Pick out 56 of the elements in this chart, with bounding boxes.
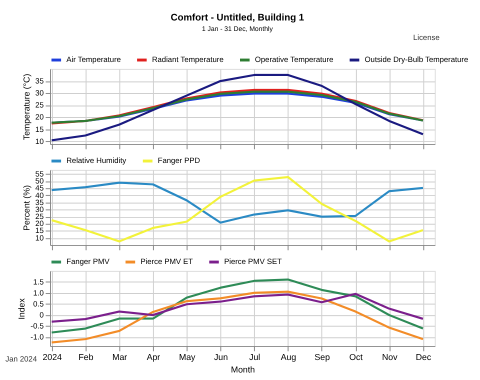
line-series bbox=[50, 74, 424, 142]
legend-label: Relative Humidity bbox=[66, 156, 126, 165]
y-tick-label: 10 bbox=[35, 233, 44, 242]
y-tick-label: 0.5 bbox=[33, 299, 44, 308]
x-tick-label: Aug bbox=[280, 352, 296, 362]
y-tick-label: 25 bbox=[35, 212, 44, 222]
text: License bbox=[413, 33, 440, 42]
y-tick-label: 15 bbox=[35, 226, 44, 236]
y-tick-label: 10 bbox=[35, 136, 44, 146]
y-tick-label: 0 bbox=[39, 310, 44, 320]
x-tick-label: Apr bbox=[146, 352, 160, 362]
chart-title: Comfort - Untitled, Building 1 bbox=[170, 12, 305, 24]
x-tick-label: May bbox=[179, 352, 196, 362]
y-tick-label: 50 bbox=[35, 176, 44, 186]
y-tick-label: 1.5 bbox=[33, 277, 44, 286]
x-tick-label: Feb bbox=[78, 352, 94, 362]
legend-label: Air Temperature bbox=[66, 54, 121, 64]
y-tick-label: 40 bbox=[35, 190, 44, 200]
y-tick-label: 20 bbox=[35, 219, 44, 228]
legend-label: Fanger PPD bbox=[158, 156, 201, 165]
y-tick-label: -0.5 bbox=[30, 322, 44, 331]
x-tick-label: 2024 bbox=[42, 352, 62, 362]
y-axis-title: Percent (%) bbox=[21, 185, 32, 231]
line-series bbox=[50, 176, 424, 242]
y-axis-title: Temperature (°C) bbox=[21, 74, 32, 140]
y-tick-label: 55 bbox=[35, 170, 44, 179]
y-tick-label: 30 bbox=[35, 204, 44, 214]
y-tick-label: 30 bbox=[35, 88, 44, 98]
legend-label: Pierce PMV ET bbox=[140, 256, 194, 266]
y-tick-label: 35 bbox=[35, 76, 44, 86]
line-series bbox=[50, 292, 424, 323]
line-series bbox=[50, 290, 424, 344]
text: Jan 2024 bbox=[5, 354, 38, 364]
x-tick-label: Jun bbox=[214, 352, 228, 362]
x-tick-label: Sep bbox=[314, 352, 330, 362]
y-tick-label: 35 bbox=[35, 198, 44, 207]
line-series bbox=[50, 182, 424, 224]
line-series bbox=[50, 278, 424, 334]
y-tick-label: -1.0 bbox=[30, 332, 44, 342]
y-axis-title: Index bbox=[16, 298, 27, 320]
legend-label: Radiant Temperature bbox=[152, 54, 224, 64]
y-tick-label: 15 bbox=[35, 124, 44, 134]
y-tick-label: 1.0 bbox=[33, 288, 44, 298]
x-tick-label: Mar bbox=[112, 352, 128, 362]
x-axis-title: Month bbox=[230, 364, 256, 374]
x-tick-label: Nov bbox=[382, 352, 398, 362]
legend-label: Operative Temperature bbox=[254, 54, 334, 64]
legend-label: Pierce PMV SET bbox=[224, 256, 282, 266]
y-tick-label: 25 bbox=[35, 100, 44, 110]
x-tick-label: Dec bbox=[416, 352, 432, 362]
y-tick-label: 45 bbox=[35, 184, 44, 193]
y-tick-label: 20 bbox=[35, 112, 44, 122]
x-tick-label: Oct bbox=[349, 352, 364, 362]
legend-label: Fanger PMV bbox=[66, 256, 110, 266]
x-tick-label: Jul bbox=[249, 352, 260, 362]
legend-label: Outside Dry-Bulb Temperature bbox=[364, 54, 468, 64]
